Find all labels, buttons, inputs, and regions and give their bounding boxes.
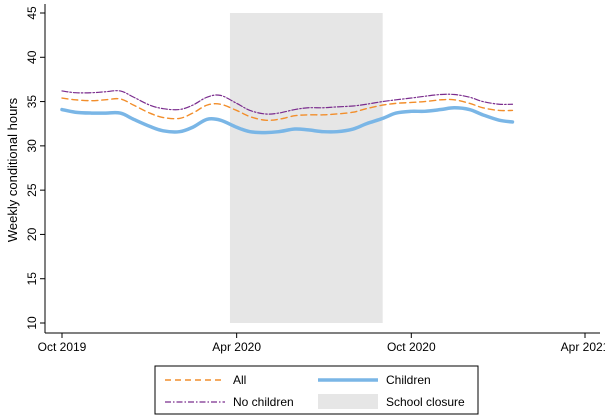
x-tick-label: Apr 2020: [212, 340, 261, 354]
x-tick-label: Apr 2021: [561, 340, 605, 354]
legend-box: [154, 365, 479, 415]
y-tick-label: 40: [25, 50, 39, 64]
series-line-all: [61, 97, 514, 122]
y-tick-label: 30: [25, 139, 39, 153]
x-tick-label: Oct 2019: [38, 340, 87, 354]
y-tick-label: 15: [25, 272, 39, 286]
series-line-no-children: [61, 90, 514, 115]
school-closure-band: [229, 13, 383, 323]
y-tick-label: 45: [25, 6, 39, 20]
y-axis-title: Weekly conditional hours: [5, 97, 20, 242]
legend-swatch-school-closure: [318, 394, 378, 409]
legend-label-no-children: No children: [233, 395, 294, 409]
legend-label-all: All: [233, 373, 246, 387]
series-line-children: [60, 106, 515, 135]
legend-label-school-closure: School closure: [386, 395, 465, 409]
y-tick-label: 10: [25, 316, 39, 330]
y-tick-label: 20: [25, 227, 39, 241]
legend-label-children: Children: [386, 373, 431, 387]
legend: All Children No children School closure: [154, 365, 479, 415]
x-tick-label: Oct 2020: [387, 340, 436, 354]
y-tick-label: 35: [25, 95, 39, 109]
y-tick-label: 25: [25, 183, 39, 197]
